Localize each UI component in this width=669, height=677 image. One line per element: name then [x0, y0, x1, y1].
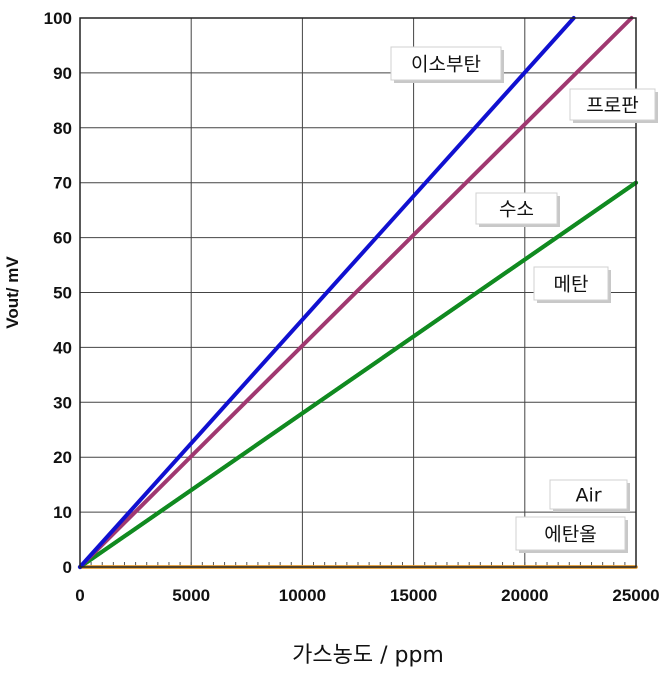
series-label-text: Air: [575, 485, 601, 507]
series-label-text: 프로판: [586, 95, 638, 117]
series-label: 이소부탄: [390, 46, 504, 83]
series-label-text: 이소부탄: [411, 54, 481, 76]
y-tick-label: 80: [53, 119, 72, 138]
y-tick-label: 20: [53, 448, 72, 467]
y-tick-label: 30: [53, 393, 72, 412]
series-line: [78, 16, 576, 569]
x-tick-label: 5000: [172, 586, 210, 605]
y-tick-label: 10: [53, 503, 72, 522]
series-label: 프로판: [569, 88, 658, 123]
series-label-text: 에탄올: [544, 524, 596, 546]
x-tick-label: 10000: [279, 586, 326, 605]
series-label-box: [533, 266, 609, 301]
series-label-box: [549, 479, 628, 510]
series-line: [78, 16, 634, 569]
series-label: 수소: [475, 192, 560, 227]
x-axis-label: 가스농도 / ppm: [292, 643, 444, 668]
y-tick-labels: 0 10 20 30 40 50 60 70 80 90 100: [44, 9, 72, 577]
series-label-box: [515, 516, 626, 551]
series-label-box: [475, 192, 558, 225]
x-tick-label: 15000: [390, 586, 437, 605]
y-tick-label: 50: [53, 284, 72, 303]
series-label-box: [569, 88, 656, 121]
series-label: Air: [549, 479, 630, 512]
series-label: 메탄: [533, 266, 611, 303]
y-tick-label: 100: [44, 9, 72, 28]
x-tick-label: 0: [75, 586, 84, 605]
y-tick-label: 60: [53, 229, 72, 248]
x-tick-labels: 0 5000 10000 15000 20000 25000: [75, 586, 659, 605]
series-label-box: [390, 46, 502, 81]
y-tick-label: 0: [63, 558, 72, 577]
series-label: 에탄올: [515, 516, 628, 553]
y-tick-label: 40: [53, 338, 72, 357]
series-line: [78, 180, 638, 569]
y-axis-label: Vout/ mV: [3, 256, 22, 329]
series-label-text: 메탄: [554, 274, 589, 296]
y-tick-label: 70: [53, 174, 72, 193]
x-tick-label: 20000: [501, 586, 548, 605]
series-label-text: 수소: [499, 199, 534, 221]
plot-frame: [79, 17, 637, 568]
y-tick-label: 90: [53, 64, 72, 83]
x-tick-label: 25000: [612, 586, 659, 605]
